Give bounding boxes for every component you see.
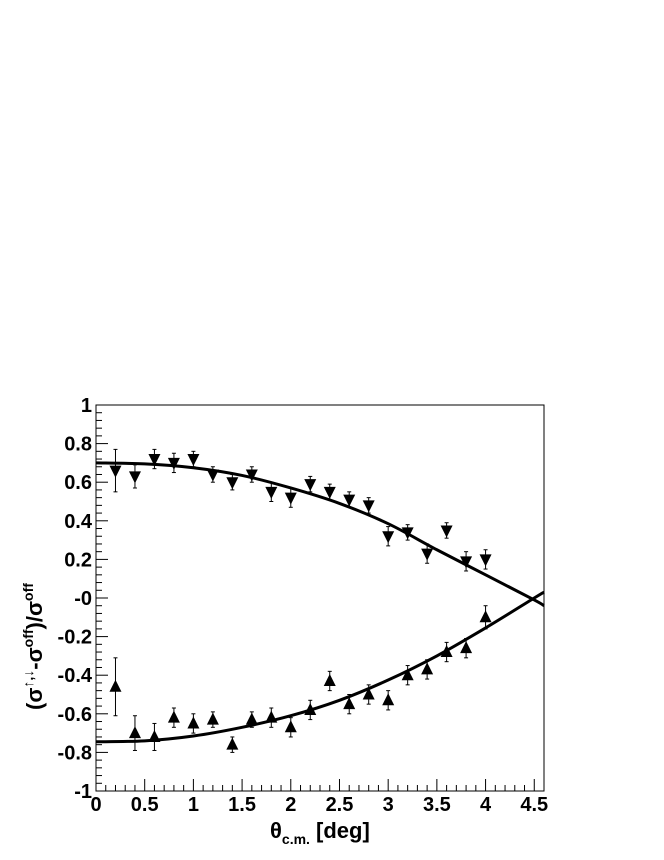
triangle-up-marker [479, 610, 492, 623]
triangle-down-marker [421, 548, 434, 561]
triangle-down-marker [167, 457, 180, 470]
y-axis-title-close: )/σ [22, 601, 47, 630]
triangle-down-marker [206, 469, 219, 482]
x-tick-label: 0.5 [131, 794, 159, 816]
data-points [109, 448, 492, 753]
triangle-up-marker [167, 710, 180, 723]
triangle-down-marker [226, 477, 239, 490]
fit-curve-2 [95, 590, 545, 744]
triangle-up-marker [304, 702, 317, 715]
y-tick-label: 0.4 [64, 511, 93, 533]
triangle-down-marker [323, 486, 336, 499]
triangle-down-marker [382, 531, 395, 544]
x-axis-title: θc.m. [deg] [270, 818, 370, 847]
triangle-down-marker [304, 479, 317, 492]
x-tick-label: 0 [90, 794, 101, 816]
y-tick-label: -0.2 [58, 627, 92, 649]
x-tick-label: 4.5 [520, 794, 548, 816]
y-axis: -1 -0.8 -0.6 -0.4 -0.2 -0 0.2 0.4 0.6 0.8 1 [58, 395, 108, 803]
triangle-down-marker [460, 556, 473, 569]
y-tick-label: -0.8 [58, 742, 92, 764]
triangle-down-marker [440, 525, 453, 538]
y-tick-label: 0.2 [64, 549, 92, 571]
triangle-up-marker [382, 693, 395, 706]
triangle-up-marker [440, 645, 453, 658]
fit-curves [95, 461, 545, 744]
triangle-up-marker [206, 712, 219, 725]
triangle-up-marker [187, 716, 200, 729]
x-tick-label: 3.5 [423, 794, 451, 816]
triangle-up-marker [109, 679, 122, 692]
triangle-down-marker [343, 494, 356, 507]
y-axis-title-sup1: ↑,↓ [20, 670, 36, 688]
x-tick-label: 1 [188, 794, 199, 816]
triangle-down-marker [128, 471, 141, 484]
y-tick-label: 1 [81, 395, 92, 417]
triangle-up-marker [343, 697, 356, 710]
fit-curve-1 [95, 461, 545, 608]
y-axis-title-mid: -σ [22, 647, 47, 669]
y-axis-title-open: (σ [22, 688, 47, 710]
triangle-down-marker [245, 469, 258, 482]
triangle-up-marker [128, 726, 141, 739]
y-tick-label: 0.6 [64, 472, 92, 494]
triangle-up-marker [401, 668, 414, 681]
triangle-down-marker [284, 492, 297, 505]
y-tick-label: -0.4 [58, 665, 93, 687]
x-tick-label: 2.5 [326, 794, 354, 816]
triangle-up-marker [460, 641, 473, 654]
y-axis-title-sup3: off [20, 583, 36, 601]
x-tick-label: 4 [480, 794, 492, 816]
x-tick-label: 3 [383, 794, 394, 816]
triangle-up-marker [284, 720, 297, 733]
x-axis-title-sub: c.m. [282, 831, 310, 847]
triangle-down-marker [265, 486, 278, 499]
triangle-up-marker [245, 712, 258, 725]
y-tick-label: -0 [74, 588, 92, 610]
x-axis-title-main: θ [270, 818, 282, 843]
triangle-down-marker [109, 465, 122, 478]
y-axis-title-sup2: off [20, 629, 36, 647]
y-tick-label: -0.6 [58, 704, 92, 726]
triangle-down-marker [479, 554, 492, 567]
triangle-up-marker [265, 710, 278, 723]
x-tick-label: 2 [285, 794, 296, 816]
triangle-down-marker [187, 454, 200, 467]
triangle-down-marker [148, 454, 161, 467]
triangle-down-marker [362, 500, 375, 513]
x-axis: 0 0.5 1 1.5 2 2.5 3 3.5 4 4.5 [90, 779, 548, 816]
triangle-up-marker [421, 662, 434, 675]
y-tick-label: 0.8 [64, 434, 92, 456]
y-tick-label: -1 [74, 781, 92, 803]
triangle-up-marker [148, 729, 161, 742]
triangle-down-marker [401, 527, 414, 540]
triangle-up-marker [226, 737, 239, 750]
x-axis-title-rest: [deg] [310, 818, 370, 843]
triangle-up-marker [362, 687, 375, 700]
y-axis-title: (σ↑,↓-σoff)/σoff [20, 583, 47, 710]
triangle-up-marker [323, 673, 336, 686]
x-tick-label: 1.5 [228, 794, 256, 816]
plot-frame [95, 404, 545, 792]
